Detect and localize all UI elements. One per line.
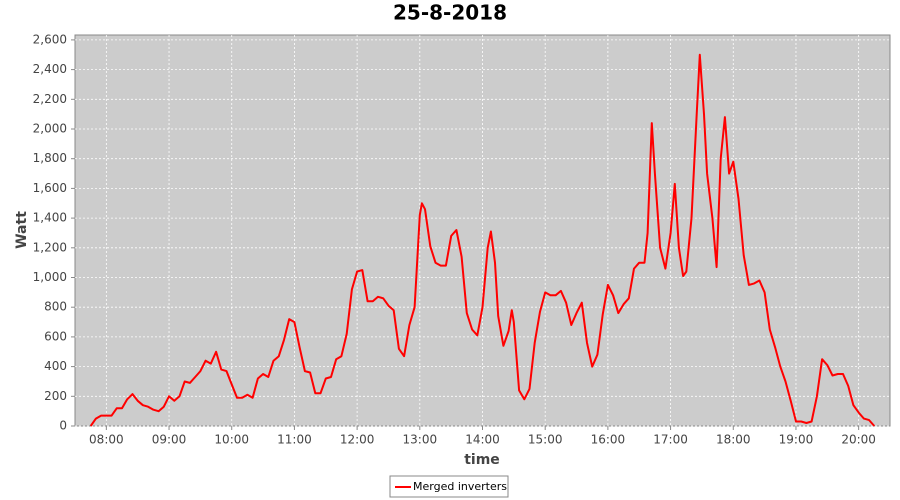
- y-tick-label: 1,800: [33, 151, 67, 165]
- data-line: [89, 53, 876, 427]
- x-tick-label: 08:00: [89, 433, 124, 447]
- chart-title: 25-8-2018: [393, 1, 507, 25]
- x-tick-label: 15:00: [528, 433, 563, 447]
- x-tick-label: 13:00: [403, 433, 438, 447]
- x-tick-label: 10:00: [214, 433, 249, 447]
- y-tick-label: 400: [44, 359, 67, 373]
- y-tick-label: 1,400: [33, 211, 67, 225]
- legend-label: Merged inverters: [413, 480, 507, 493]
- x-tick-label: 20:00: [841, 433, 876, 447]
- y-tick-label: 1,600: [33, 181, 67, 195]
- x-tick-label: 09:00: [152, 433, 187, 447]
- y-tick-label: 2,600: [33, 32, 67, 46]
- y-tick-label: 2,400: [33, 62, 67, 76]
- x-tick-label: 17:00: [653, 433, 688, 447]
- x-tick-label: 12:00: [340, 433, 375, 447]
- y-tick-label: 800: [44, 300, 67, 314]
- y-tick-label: 600: [44, 329, 67, 343]
- x-tick-label: 11:00: [277, 433, 312, 447]
- y-tick-label: 200: [44, 389, 67, 403]
- x-tick-label: 18:00: [716, 433, 751, 447]
- legend-box: [389, 475, 509, 498]
- y-tick-label: 2,000: [33, 122, 67, 136]
- x-axis-label: time: [464, 452, 500, 468]
- y-tick-label: 0: [59, 419, 67, 433]
- x-tick-label: 19:00: [779, 433, 814, 447]
- x-tick-label: 16:00: [591, 433, 626, 447]
- x-tick-label: 14:00: [465, 433, 500, 447]
- y-tick-label: 1,200: [33, 240, 67, 254]
- y-tick-label: 1,000: [33, 270, 67, 284]
- y-tick-label: 2,200: [33, 92, 67, 106]
- y-axis-label: Watt: [14, 211, 30, 249]
